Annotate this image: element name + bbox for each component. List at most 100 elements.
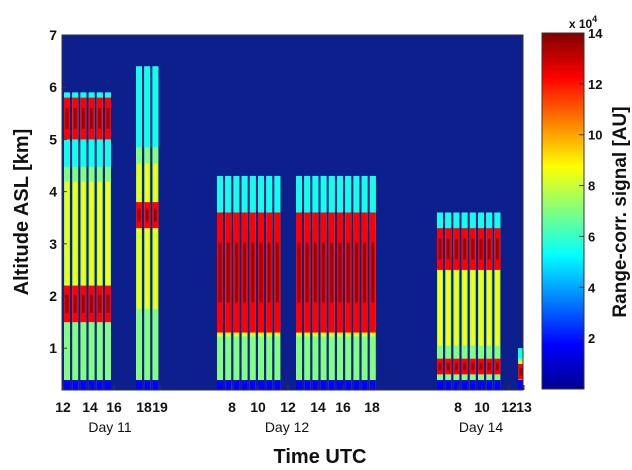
x-tick-label: 12 xyxy=(55,399,71,415)
signal-profile xyxy=(225,175,232,390)
strong-layer-core xyxy=(338,242,342,303)
strong-layer-core xyxy=(98,108,102,129)
colorbar-tick-label: 8 xyxy=(588,179,595,194)
signal-profile xyxy=(494,212,501,390)
profile-upper xyxy=(312,175,319,230)
signal-profile xyxy=(88,92,95,390)
profile-surface xyxy=(518,380,523,390)
strong-layer-core xyxy=(65,294,69,313)
colorbar xyxy=(541,32,585,390)
x-tick-label: 16 xyxy=(335,399,351,415)
profile-surface xyxy=(453,380,460,390)
signal-profile xyxy=(469,212,476,390)
strong-layer-core xyxy=(81,294,85,313)
profile-upper xyxy=(518,348,523,359)
x-tick-label: 13 xyxy=(516,399,532,415)
strong-layer-core xyxy=(479,238,483,260)
profile-surface xyxy=(296,380,302,390)
strong-layer-core xyxy=(354,242,358,303)
profile-surface xyxy=(486,380,493,390)
signal-profile xyxy=(304,175,311,390)
profile-surface xyxy=(80,380,87,390)
profile-core xyxy=(495,265,500,346)
strong-layer-core xyxy=(330,242,334,303)
y-tick-label: 6 xyxy=(49,79,57,95)
x-tick-label: 12 xyxy=(501,399,517,415)
y-tick-label: 4 xyxy=(49,184,57,200)
profile-surface xyxy=(64,380,70,390)
signal-profile xyxy=(96,92,103,390)
signal-profile xyxy=(266,175,273,390)
signal-profile xyxy=(233,175,240,390)
profile-upper xyxy=(258,175,264,230)
profile-surface xyxy=(217,380,223,390)
signal-profile xyxy=(337,175,343,390)
profile-upper xyxy=(353,175,360,230)
profile-core xyxy=(438,265,442,346)
day-label: Day 11 xyxy=(88,419,132,435)
profile-surface xyxy=(136,380,142,390)
strong-layer-core xyxy=(471,238,475,260)
x-axis-title: Time UTC xyxy=(274,446,367,468)
strong-layer-core xyxy=(73,108,77,129)
signal-profiles xyxy=(64,66,523,390)
colorbar-title: Range-corr. signal [AU] xyxy=(610,106,631,317)
signal-profile xyxy=(320,175,327,390)
strong-layer-core xyxy=(137,208,141,222)
profile-surface xyxy=(353,380,360,390)
signal-profile xyxy=(461,212,468,390)
strong-layer-core xyxy=(446,238,450,260)
y-tick-label: 7 xyxy=(49,27,57,43)
strong-layer-core xyxy=(463,362,467,371)
colorbar-multiplier: x 104 xyxy=(569,14,597,31)
strong-layer-core xyxy=(495,362,499,371)
colorbar-ticks: 2 4 6 8 10 12 14 xyxy=(579,26,603,346)
x-tick-label: 10 xyxy=(474,399,490,415)
profile-upper xyxy=(304,175,311,230)
signal-profile xyxy=(80,92,87,390)
strong-layer-core xyxy=(371,242,375,303)
profile-upper xyxy=(361,175,368,230)
profile-core xyxy=(137,163,141,310)
signal-profile xyxy=(136,66,142,390)
signal-profile xyxy=(258,175,264,390)
profile-surface xyxy=(494,380,501,390)
x-tick-label: 14 xyxy=(310,399,326,415)
signal-profile xyxy=(345,175,352,390)
plot-frame xyxy=(61,34,524,391)
strong-layer-core xyxy=(322,242,326,303)
day-labels: Day 11 Day 12 Day 14 xyxy=(88,419,503,435)
profile-surface xyxy=(369,380,376,390)
profile-surface xyxy=(328,380,335,390)
profile-core xyxy=(454,265,459,346)
profile-surface xyxy=(152,380,159,390)
profile-surface xyxy=(241,380,248,390)
signal-profile xyxy=(328,175,335,390)
day-label: Day 14 xyxy=(459,419,504,435)
profile-surface xyxy=(105,380,111,390)
signal-profile xyxy=(437,212,443,390)
strong-layer-core xyxy=(259,242,263,303)
signal-profile xyxy=(217,175,223,390)
signal-profile xyxy=(144,66,151,390)
strong-layer-core xyxy=(479,362,483,371)
profile-upper xyxy=(369,175,376,230)
strong-layer-core xyxy=(145,208,149,222)
y-tick-label: 3 xyxy=(49,236,57,252)
profile-core xyxy=(145,163,150,310)
signal-profile xyxy=(274,175,281,390)
signal-profile xyxy=(312,175,319,390)
signal-profile xyxy=(72,92,79,390)
profile-upper xyxy=(345,175,352,230)
strong-layer-core xyxy=(81,108,85,129)
signal-profile xyxy=(249,175,256,390)
profile-upper xyxy=(233,175,240,230)
y-tick-label: 1 xyxy=(49,340,57,356)
profile-surface xyxy=(361,380,368,390)
profile-surface xyxy=(233,380,240,390)
colorbar-tick-label: 12 xyxy=(588,77,602,92)
strong-layer-core xyxy=(65,108,69,129)
profile-core xyxy=(462,265,467,346)
strong-layer-core xyxy=(346,242,350,303)
profile-surface xyxy=(469,380,476,390)
